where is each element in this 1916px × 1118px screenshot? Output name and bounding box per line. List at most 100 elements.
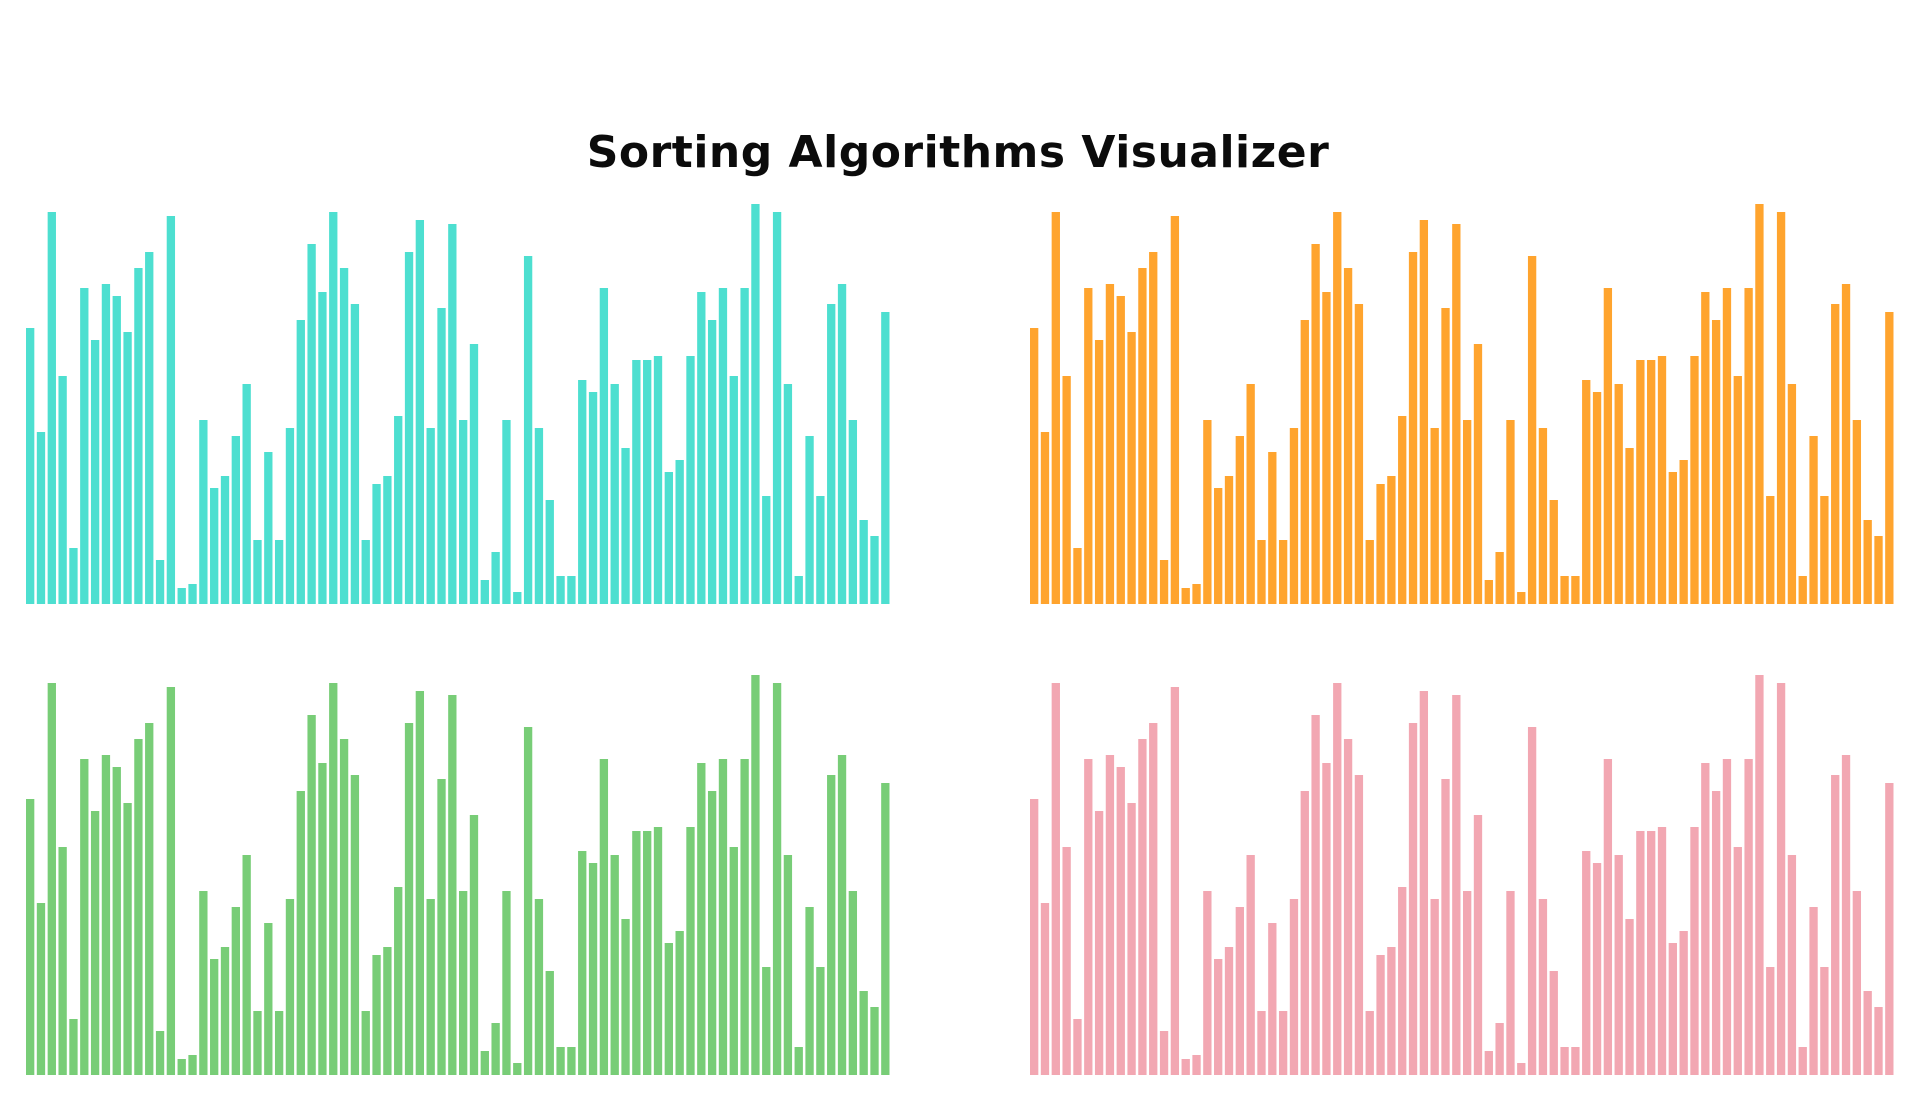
- bar-4-39: [1441, 779, 1450, 1075]
- bar-4-67: [1744, 759, 1753, 1075]
- bar-2-80: [1885, 312, 1894, 604]
- bar-3-61: [675, 931, 684, 1075]
- bar-2-65: [1722, 288, 1732, 604]
- bar-2-36: [1408, 252, 1418, 604]
- bar-3-70: [772, 683, 782, 1075]
- bar-chart-2: [1030, 204, 1894, 604]
- bar-2-43: [1484, 580, 1493, 604]
- bar-3-12: [145, 723, 154, 1075]
- bar-4-57: [1636, 831, 1645, 1075]
- bar-3-4: [58, 847, 67, 1075]
- bar-4-73: [1809, 907, 1818, 1075]
- bar-2-26: [1300, 320, 1309, 604]
- bar-3-54: [599, 759, 609, 1075]
- bar-4-6: [1084, 759, 1093, 1075]
- bar-4-2: [1040, 903, 1050, 1075]
- bar-4-52: [1582, 851, 1591, 1075]
- bar-4-76: [1841, 755, 1851, 1075]
- bar-1-17: [199, 420, 208, 604]
- bar-1-41: [459, 420, 468, 604]
- bar-2-61: [1679, 460, 1688, 604]
- bar-2-78: [1863, 520, 1872, 604]
- bar-1-21: [242, 384, 251, 604]
- bar-1-37: [415, 220, 425, 604]
- bar-4-38: [1430, 899, 1439, 1075]
- bar-3-73: [805, 907, 814, 1075]
- bar-3-63: [697, 763, 706, 1075]
- bar-3-53: [588, 863, 598, 1075]
- bar-3-13: [155, 1031, 165, 1075]
- bar-3-56: [621, 919, 630, 1075]
- bar-4-40: [1452, 695, 1461, 1075]
- bar-1-26: [296, 320, 305, 604]
- bar-1-67: [740, 288, 749, 604]
- bar-1-25: [285, 428, 295, 604]
- bar-3-10: [123, 803, 132, 1075]
- bar-2-52: [1582, 380, 1591, 604]
- bar-2-54: [1603, 288, 1613, 604]
- bar-1-77: [848, 420, 858, 604]
- bar-4-11: [1138, 739, 1147, 1075]
- bar-2-75: [1831, 304, 1840, 604]
- bar-3-36: [404, 723, 414, 1075]
- bar-1-64: [707, 320, 717, 604]
- bar-3-32: [361, 1011, 370, 1075]
- bar-2-79: [1874, 536, 1883, 604]
- bar-1-48: [534, 428, 544, 604]
- bar-1-13: [155, 560, 165, 604]
- bar-4-51: [1571, 1047, 1580, 1075]
- bar-4-14: [1170, 687, 1180, 1075]
- bar-1-59: [653, 356, 663, 604]
- bar-1-14: [166, 216, 176, 604]
- bar-1-61: [675, 460, 684, 604]
- bar-3-75: [827, 775, 836, 1075]
- bar-2-32: [1365, 540, 1374, 604]
- bar-3-80: [881, 783, 890, 1075]
- bar-1-11: [134, 268, 143, 604]
- bar-3-64: [707, 791, 717, 1075]
- bar-1-32: [361, 540, 370, 604]
- bar-4-34: [1387, 947, 1396, 1075]
- bar-2-77: [1852, 420, 1862, 604]
- sort-panel-4: [1030, 675, 1896, 1075]
- bar-1-9: [112, 296, 121, 604]
- bar-2-24: [1278, 540, 1288, 604]
- bar-2-25: [1289, 428, 1299, 604]
- bar-4-46: [1517, 1063, 1526, 1075]
- bar-2-2: [1040, 432, 1050, 604]
- bar-4-17: [1203, 891, 1212, 1075]
- bar-3-2: [36, 903, 46, 1075]
- bar-2-33: [1376, 484, 1385, 604]
- bar-4-55: [1614, 855, 1623, 1075]
- sort-panel-2: [1030, 204, 1896, 604]
- bar-3-34: [383, 947, 392, 1075]
- bar-4-72: [1798, 1047, 1807, 1075]
- bar-4-64: [1711, 791, 1721, 1075]
- bar-1-4: [58, 376, 67, 604]
- bar-2-37: [1419, 220, 1429, 604]
- bar-4-26: [1300, 791, 1309, 1075]
- bar-4-42: [1473, 815, 1483, 1075]
- bar-4-70: [1776, 683, 1786, 1075]
- bar-3-26: [296, 791, 305, 1075]
- bar-4-35: [1398, 887, 1407, 1075]
- bar-4-28: [1322, 763, 1331, 1075]
- bar-3-8: [101, 755, 111, 1075]
- bar-2-55: [1614, 384, 1623, 604]
- bar-4-19: [1224, 947, 1234, 1075]
- bar-1-72: [794, 576, 803, 604]
- bar-4-27: [1311, 715, 1320, 1075]
- bar-3-43: [480, 1051, 489, 1075]
- bar-4-60: [1668, 943, 1677, 1075]
- bar-1-54: [599, 288, 609, 604]
- bar-4-58: [1647, 831, 1656, 1075]
- bar-4-29: [1333, 683, 1342, 1075]
- bar-3-50: [556, 1047, 565, 1075]
- bar-4-62: [1690, 827, 1699, 1075]
- bar-3-39: [437, 779, 446, 1075]
- bar-2-18: [1214, 488, 1223, 604]
- bar-1-24: [274, 540, 284, 604]
- bar-1-29: [329, 212, 338, 604]
- bar-4-61: [1679, 931, 1688, 1075]
- bar-1-8: [101, 284, 111, 604]
